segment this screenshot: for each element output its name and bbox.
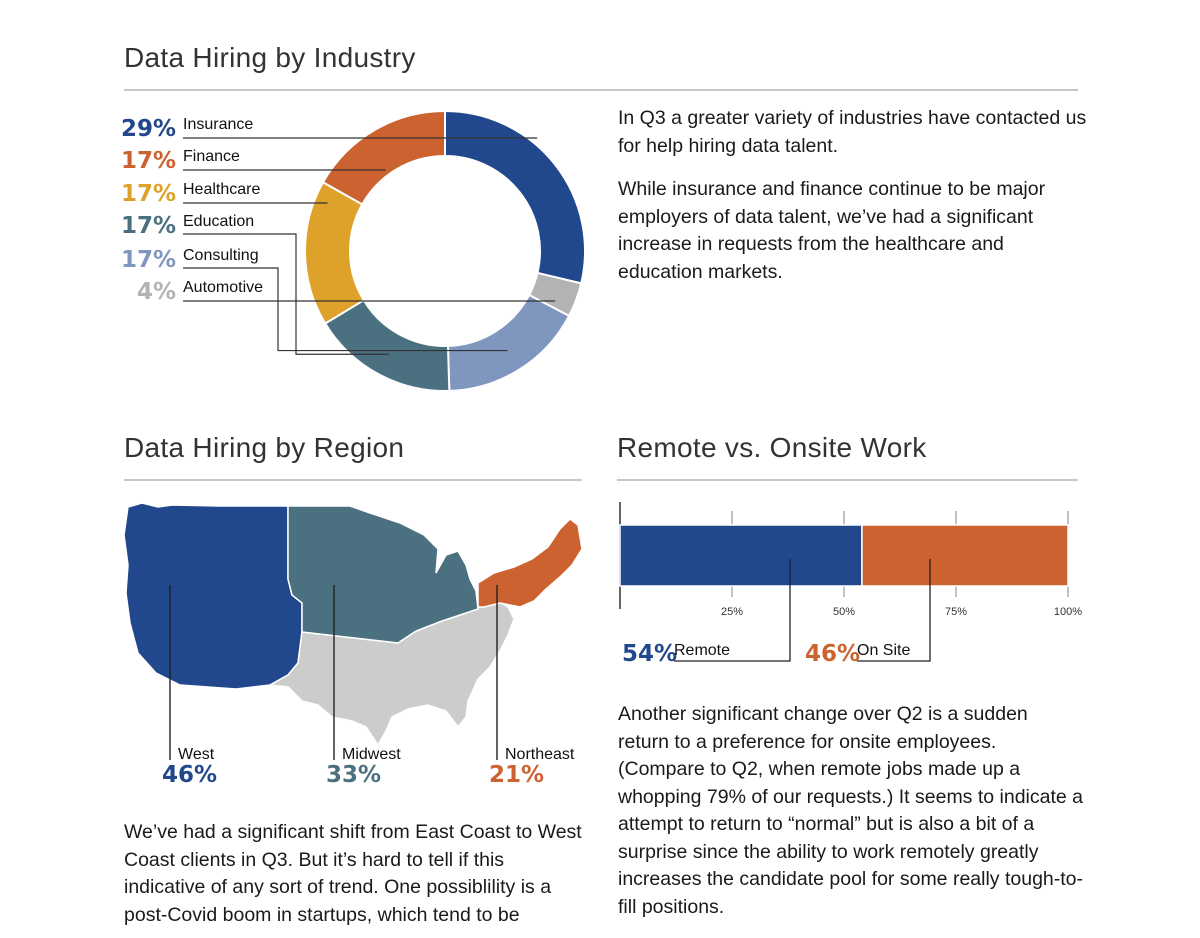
map-region-west <box>124 503 302 689</box>
bar-label-on-site: On Site <box>857 642 910 659</box>
donut-label-healthcare: Healthcare <box>183 181 260 198</box>
donut-label-insurance: Insurance <box>183 116 253 133</box>
bar-pct-remote: 54% <box>622 641 677 667</box>
donut-label-automotive: Automotive <box>183 279 263 296</box>
donut-pct-healthcare: 17% <box>121 181 176 207</box>
region-title: Data Hiring by Region <box>124 432 404 464</box>
map-label-midwest: Midwest <box>342 746 401 763</box>
donut-slice-insurance <box>445 111 585 283</box>
bar-tick-label: 75% <box>945 606 967 618</box>
bar-tick-label: 25% <box>721 606 743 618</box>
map-pct-northeast: 21% <box>489 762 544 788</box>
industry-paragraph-1: In Q3 a greater variety of industries ha… <box>618 105 1088 160</box>
donut-label-consulting: Consulting <box>183 247 259 264</box>
map-label-northeast: Northeast <box>505 746 575 763</box>
industry-divider <box>124 89 1078 91</box>
bar-tick-label: 100% <box>1054 606 1082 618</box>
map-pct-west: 46% <box>162 762 217 788</box>
remote-divider <box>617 479 1078 481</box>
bar-segment-remote <box>620 525 862 586</box>
donut-label-education: Education <box>183 213 254 230</box>
industry-paragraph-2: While insurance and finance continue to … <box>618 176 1088 286</box>
bar-tick-label: 50% <box>833 606 855 618</box>
donut-pct-education: 17% <box>121 213 176 239</box>
donut-pct-consulting: 17% <box>121 247 176 273</box>
donut-slice-finance <box>323 111 445 204</box>
region-divider <box>124 479 582 481</box>
donut-pct-insurance: 29% <box>121 116 176 142</box>
remote-title: Remote vs. Onsite Work <box>617 432 927 464</box>
region-paragraph: We’ve had a significant shift from East … <box>124 819 584 929</box>
map-label-west: West <box>178 746 215 763</box>
donut-slice-consulting <box>448 295 569 391</box>
map-region-northeast <box>478 519 582 607</box>
industry-donut-chart: 29% Insurance 17% Finance 17% Healthcare 17% Ed… <box>110 100 600 400</box>
donut-label-finance: Finance <box>183 148 240 165</box>
donut-pct-automotive: 4% <box>137 279 176 305</box>
bar-label-remote: Remote <box>674 642 730 659</box>
bar-pct-on-site: 46% <box>805 641 860 667</box>
map-pct-midwest: 33% <box>326 762 381 788</box>
remote-onsite-bar-chart: 25% 50% 75% 100% 54%Remote 46%On Site <box>600 495 1100 675</box>
bar-segment-on-site <box>862 525 1068 586</box>
donut-pct-finance: 17% <box>121 148 176 174</box>
donut-slice-education <box>325 300 449 391</box>
industry-title: Data Hiring by Industry <box>124 42 416 74</box>
remote-paragraph: Another significant change over Q2 is a … <box>618 701 1083 921</box>
